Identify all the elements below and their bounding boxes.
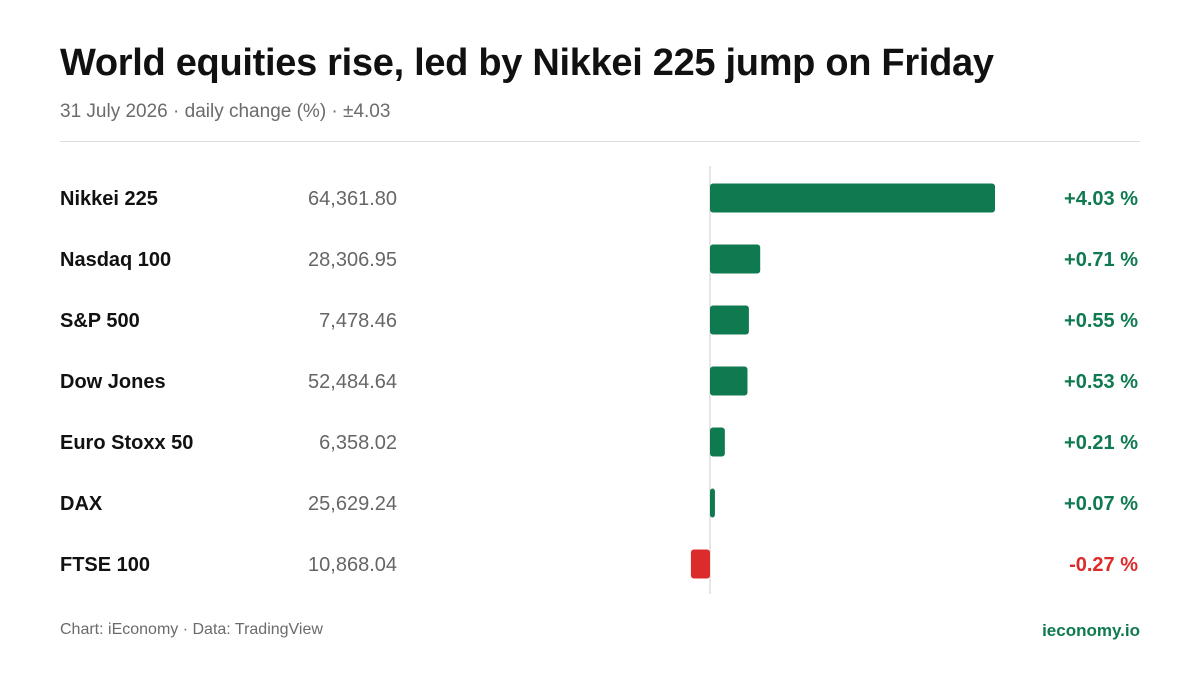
- index-name: DAX: [60, 493, 103, 515]
- change-label: +0.21 %: [1064, 432, 1138, 454]
- index-name: FTSE 100: [60, 554, 150, 576]
- change-label: +0.55 %: [1064, 310, 1138, 332]
- change-bar: [710, 366, 748, 396]
- index-level: 28,306.95: [308, 249, 397, 271]
- footer-credit: Chart: iEconomy · Data: TradingView: [60, 621, 323, 638]
- index-level: 64,361.80: [308, 188, 397, 210]
- index-name: S&P 500: [60, 310, 140, 332]
- change-label: +4.03 %: [1064, 188, 1138, 210]
- change-label: -0.27 %: [1069, 554, 1138, 576]
- footer-site-link[interactable]: ieconomy.io: [1042, 621, 1140, 640]
- change-label: +0.07 %: [1064, 493, 1138, 515]
- index-name: Nikkei 225: [60, 188, 158, 210]
- change-bar: [710, 488, 715, 518]
- change-label: +0.71 %: [1064, 249, 1138, 271]
- change-bar: [710, 427, 725, 457]
- index-name: Dow Jones: [60, 371, 166, 393]
- header-divider: [60, 141, 1140, 142]
- index-level: 7,478.46: [319, 310, 397, 332]
- index-level: 25,629.24: [308, 493, 397, 515]
- index-level: 52,484.64: [308, 371, 397, 393]
- chart-title: World equities rise, led by Nikkei 225 j…: [60, 42, 994, 84]
- index-name: Euro Stoxx 50: [60, 432, 193, 454]
- index-level: 6,358.02: [319, 432, 397, 454]
- change-label: +0.53 %: [1064, 371, 1138, 393]
- change-bar: [710, 244, 761, 274]
- index-name: Nasdaq 100: [60, 249, 171, 271]
- change-bar: [710, 305, 749, 335]
- change-bar: [710, 183, 995, 213]
- change-bar: [690, 549, 710, 579]
- chart-subtitle: 31 July 2026 · daily change (%) · ±4.03: [60, 101, 391, 122]
- index-level: 10,868.04: [308, 554, 397, 576]
